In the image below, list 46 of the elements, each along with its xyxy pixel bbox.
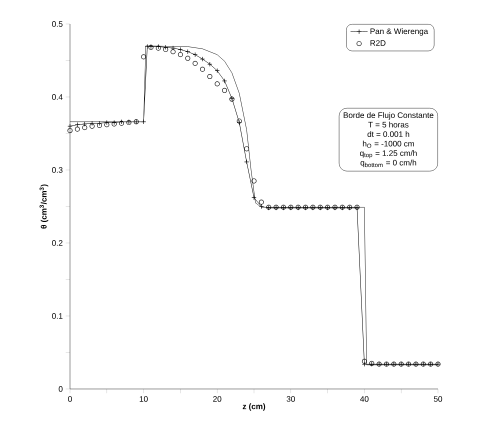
point bbox=[185, 56, 190, 61]
point bbox=[141, 54, 146, 60]
annotation: dt = 0.001 h bbox=[368, 131, 410, 138]
point bbox=[82, 125, 88, 130]
y-tick-label: 0 bbox=[58, 386, 63, 392]
point bbox=[200, 66, 205, 72]
point bbox=[170, 49, 176, 54]
legend-label: Pan & Wierenga bbox=[370, 28, 428, 36]
y-axis-title: θ (cm$^{3}$/cm$^{3}$) bbox=[40, 184, 48, 229]
point bbox=[222, 88, 228, 93]
x-axis-title: z (cm) bbox=[242, 403, 266, 411]
point bbox=[244, 159, 250, 164]
point bbox=[192, 60, 198, 66]
point bbox=[74, 126, 80, 132]
point bbox=[244, 146, 250, 152]
point bbox=[170, 46, 176, 51]
point bbox=[207, 74, 212, 80]
y-tick-label: 0.1 bbox=[52, 313, 62, 319]
point bbox=[222, 78, 228, 84]
y-tick-label: 0.4 bbox=[52, 94, 63, 100]
x-tick-label: 0 bbox=[68, 396, 72, 402]
y-tick-label: 0.3 bbox=[52, 167, 63, 173]
point bbox=[178, 52, 183, 58]
point bbox=[200, 56, 205, 62]
point bbox=[362, 358, 367, 364]
annotation: T = 5 horas bbox=[368, 122, 408, 128]
point bbox=[258, 200, 264, 205]
point bbox=[163, 47, 168, 52]
point bbox=[178, 47, 183, 52]
point bbox=[68, 128, 73, 134]
x-tick-label: 10 bbox=[140, 396, 148, 402]
point bbox=[252, 178, 256, 184]
annotation: q$_{bottom}$ = 0 cm/h bbox=[360, 160, 416, 168]
annotation: h$_{O}$ = -1000 cm bbox=[362, 140, 414, 148]
x-tick-label: 20 bbox=[213, 396, 222, 402]
y-tick-label: 0.5 bbox=[52, 21, 63, 27]
point bbox=[214, 81, 220, 86]
point bbox=[82, 122, 88, 126]
y-tick-label: 0.2 bbox=[52, 240, 62, 246]
legend-label: R2D bbox=[370, 40, 386, 46]
x-tick-label: 40 bbox=[360, 396, 369, 402]
point bbox=[90, 124, 95, 129]
x-tick-label: 30 bbox=[286, 396, 295, 402]
x-tick-label: 50 bbox=[434, 396, 442, 402]
annotation: Borde de Flujo Constante bbox=[344, 112, 434, 120]
annotation: q$_{top}$ = 1.25 cm/h bbox=[360, 150, 417, 158]
